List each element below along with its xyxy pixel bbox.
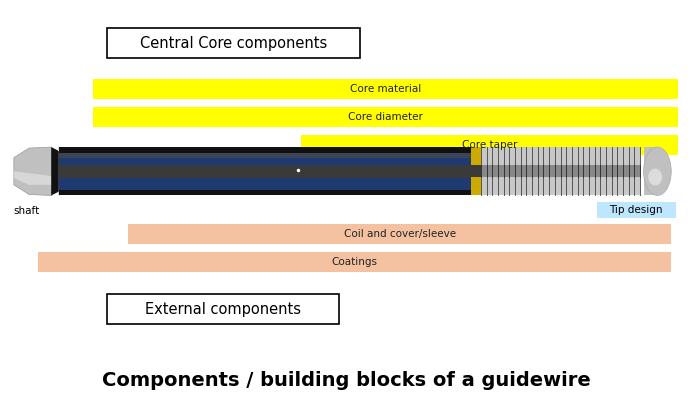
Text: Components / building blocks of a guidewire: Components / building blocks of a guidew… [102,371,590,391]
Text: Central Core components: Central Core components [140,36,327,51]
Text: Tip design: Tip design [610,205,663,215]
FancyBboxPatch shape [59,153,481,158]
Text: Core diameter: Core diameter [348,112,424,122]
Text: shaft: shaft [14,206,40,216]
FancyBboxPatch shape [471,177,483,195]
Ellipse shape [648,168,662,185]
FancyBboxPatch shape [107,294,339,324]
Ellipse shape [644,147,671,195]
FancyBboxPatch shape [93,79,678,99]
FancyBboxPatch shape [38,252,671,272]
Text: External components: External components [145,302,301,317]
Polygon shape [14,147,52,195]
Polygon shape [14,171,52,185]
FancyBboxPatch shape [597,202,676,218]
FancyBboxPatch shape [128,224,671,244]
FancyBboxPatch shape [481,147,640,195]
FancyBboxPatch shape [59,164,484,178]
FancyBboxPatch shape [644,147,657,195]
FancyBboxPatch shape [481,166,640,177]
Polygon shape [51,147,73,195]
FancyBboxPatch shape [59,153,484,190]
Text: Coil and cover/sleeve: Coil and cover/sleeve [343,229,456,239]
Text: Core taper: Core taper [462,140,518,150]
FancyBboxPatch shape [93,107,678,127]
FancyBboxPatch shape [59,147,481,195]
FancyBboxPatch shape [471,147,483,166]
FancyBboxPatch shape [301,135,678,155]
Text: Core material: Core material [350,84,421,93]
Text: Coatings: Coatings [331,257,378,267]
FancyBboxPatch shape [107,28,360,58]
